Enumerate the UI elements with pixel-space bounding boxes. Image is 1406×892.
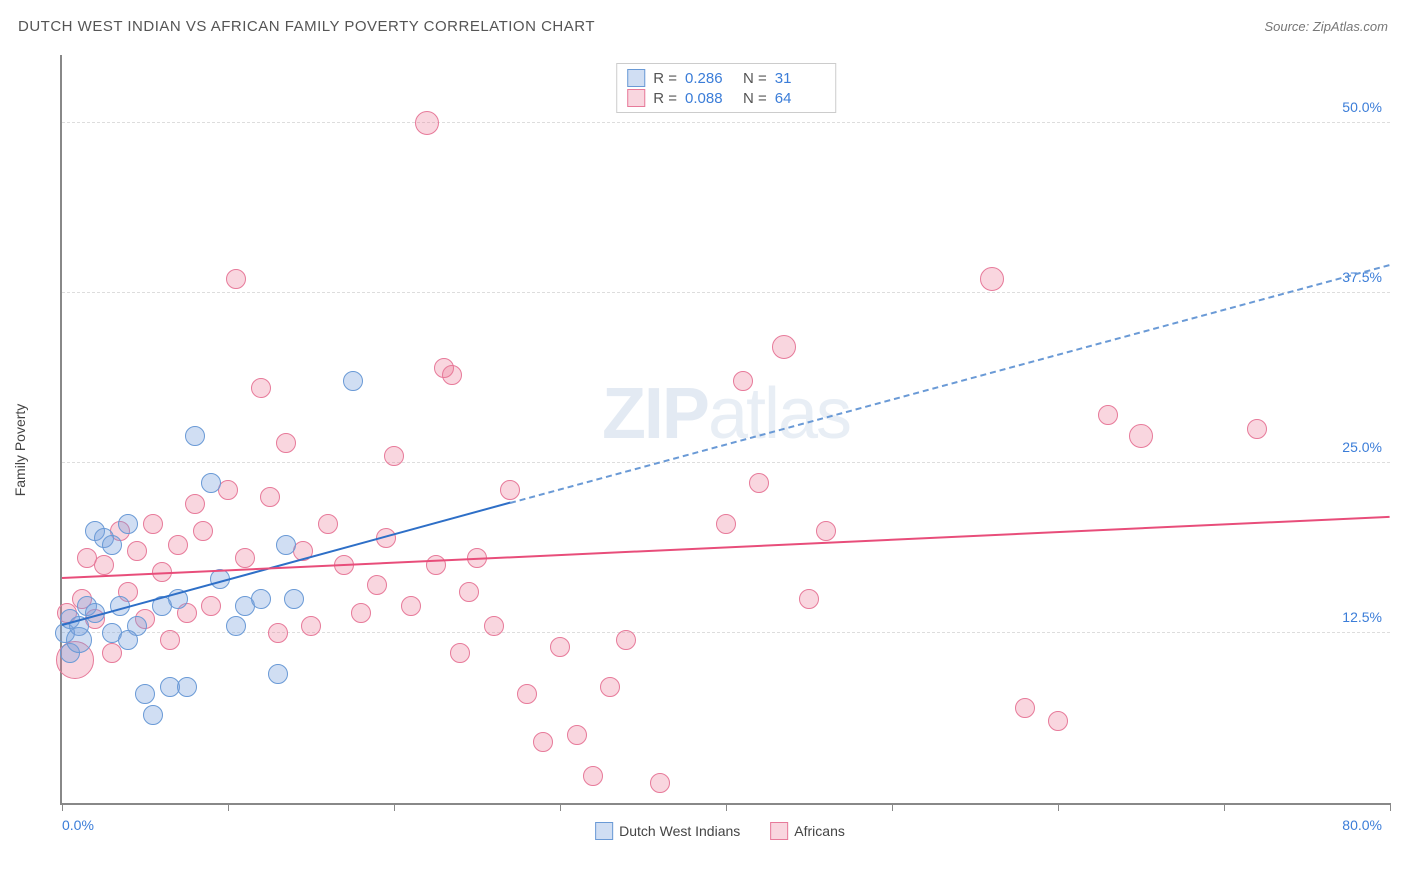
chart-area: Family Poverty ZIPatlas R = 0.286 N = 31… xyxy=(50,55,1390,845)
legend-swatch-series1 xyxy=(595,822,613,840)
scatter-point xyxy=(1247,419,1267,439)
scatter-point xyxy=(185,494,205,514)
scatter-point xyxy=(367,575,387,595)
scatter-point xyxy=(772,335,796,359)
source-attribution: Source: ZipAtlas.com xyxy=(1264,19,1388,34)
gridline xyxy=(62,122,1390,123)
scatter-point xyxy=(168,535,188,555)
scatter-point xyxy=(716,514,736,534)
scatter-point xyxy=(301,616,321,636)
scatter-point xyxy=(533,732,553,752)
scatter-point xyxy=(127,541,147,561)
scatter-point xyxy=(226,616,246,636)
scatter-point xyxy=(500,480,520,500)
scatter-point xyxy=(318,514,338,534)
scatter-point xyxy=(276,535,296,555)
scatter-point xyxy=(118,514,138,534)
scatter-point xyxy=(143,705,163,725)
scatter-point xyxy=(143,514,163,534)
swatch-series1 xyxy=(627,69,645,87)
scatter-point xyxy=(401,596,421,616)
legend-item-series1: Dutch West Indians xyxy=(595,822,740,840)
scatter-point xyxy=(415,111,439,135)
xtick xyxy=(1058,803,1059,811)
scatter-point xyxy=(351,603,371,623)
scatter-point xyxy=(102,643,122,663)
xtick-label: 80.0% xyxy=(1342,817,1382,833)
scatter-point xyxy=(118,630,138,650)
xtick-label: 0.0% xyxy=(62,817,94,833)
xtick xyxy=(892,803,893,811)
scatter-point xyxy=(426,555,446,575)
scatter-point xyxy=(177,677,197,697)
correlation-stats-box: R = 0.286 N = 31 R = 0.088 N = 64 xyxy=(616,63,836,113)
ytick-label: 12.5% xyxy=(1342,609,1382,625)
scatter-point xyxy=(160,630,180,650)
gridline xyxy=(62,632,1390,633)
scatter-point xyxy=(102,535,122,555)
y-axis-label: Family Poverty xyxy=(12,404,28,497)
scatter-point xyxy=(343,371,363,391)
trend-line xyxy=(510,264,1390,504)
scatter-point xyxy=(799,589,819,609)
scatter-point xyxy=(276,433,296,453)
scatter-point xyxy=(1129,424,1153,448)
scatter-point xyxy=(600,677,620,697)
scatter-point xyxy=(66,627,92,653)
scatter-point xyxy=(650,773,670,793)
scatter-point xyxy=(135,684,155,704)
xtick xyxy=(394,803,395,811)
xtick xyxy=(1224,803,1225,811)
scatter-point xyxy=(94,555,114,575)
scatter-point xyxy=(484,616,504,636)
scatter-point xyxy=(268,664,288,684)
gridline xyxy=(62,462,1390,463)
xtick xyxy=(228,803,229,811)
scatter-point xyxy=(384,446,404,466)
scatter-point xyxy=(459,582,479,602)
scatter-point xyxy=(260,487,280,507)
scatter-point xyxy=(980,267,1004,291)
scatter-point xyxy=(235,548,255,568)
scatter-point xyxy=(583,766,603,786)
xtick xyxy=(62,803,63,811)
scatter-point xyxy=(733,371,753,391)
scatter-point xyxy=(550,637,570,657)
scatter-point xyxy=(201,596,221,616)
scatter-point xyxy=(616,630,636,650)
legend-swatch-series2 xyxy=(770,822,788,840)
ytick-label: 25.0% xyxy=(1342,439,1382,455)
xtick xyxy=(726,803,727,811)
chart-header: DUTCH WEST INDIAN VS AFRICAN FAMILY POVE… xyxy=(18,18,1388,35)
xtick xyxy=(1390,803,1391,811)
scatter-point xyxy=(1048,711,1068,731)
scatter-point xyxy=(442,365,462,385)
scatter-point xyxy=(185,426,205,446)
bottom-legend: Dutch West Indians Africans xyxy=(595,822,845,840)
scatter-point xyxy=(1015,698,1035,718)
chart-title: DUTCH WEST INDIAN VS AFRICAN FAMILY POVE… xyxy=(18,18,595,35)
scatter-point xyxy=(268,623,288,643)
gridline xyxy=(62,292,1390,293)
ytick-label: 50.0% xyxy=(1342,99,1382,115)
scatter-point xyxy=(567,725,587,745)
scatter-point xyxy=(517,684,537,704)
scatter-point xyxy=(201,473,221,493)
xtick xyxy=(560,803,561,811)
scatter-point xyxy=(251,378,271,398)
scatter-point xyxy=(749,473,769,493)
scatter-point xyxy=(251,589,271,609)
scatter-plot: ZIPatlas R = 0.286 N = 31 R = 0.088 N = … xyxy=(60,55,1390,805)
swatch-series2 xyxy=(627,89,645,107)
scatter-point xyxy=(1098,405,1118,425)
stats-row-series1: R = 0.286 N = 31 xyxy=(627,68,825,88)
stats-row-series2: R = 0.088 N = 64 xyxy=(627,88,825,108)
scatter-point xyxy=(816,521,836,541)
scatter-point xyxy=(450,643,470,663)
scatter-point xyxy=(193,521,213,541)
scatter-point xyxy=(284,589,304,609)
scatter-point xyxy=(226,269,246,289)
legend-item-series2: Africans xyxy=(770,822,845,840)
